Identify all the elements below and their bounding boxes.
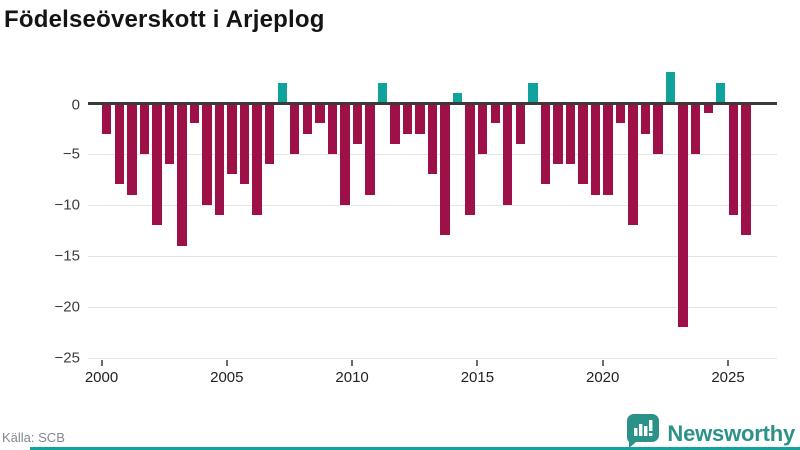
bar-2007H1[interactable] (277, 82, 287, 103)
bar-2013H2[interactable] (440, 103, 450, 236)
bar-2020H1[interactable] (603, 103, 613, 195)
bar-2017H2[interactable] (540, 103, 551, 185)
bar-2023H1[interactable] (678, 103, 688, 327)
bar-2002H2[interactable] (164, 103, 175, 165)
bar-2013H1[interactable] (427, 103, 438, 175)
bar-2016H2[interactable] (515, 103, 525, 144)
speech-bubble-shape (627, 414, 660, 448)
bar-2001H1[interactable] (127, 103, 137, 195)
bar-2005H1[interactable] (227, 103, 237, 175)
x-axis-tick-label: 2010 (335, 369, 369, 386)
x-axis-tick-label: 2000 (84, 369, 119, 386)
x-axis-tick-mark (100, 360, 103, 366)
bar-2015H1[interactable] (478, 103, 488, 154)
bar-2022H1[interactable] (653, 103, 663, 154)
x-axis-tick-mark (225, 360, 228, 366)
bar-2014H1[interactable] (452, 92, 463, 103)
bar-2014H2[interactable] (465, 103, 475, 215)
bar-2009H2[interactable] (340, 103, 350, 205)
bar-2021H2[interactable] (640, 103, 651, 134)
bar-2025H2[interactable] (741, 103, 751, 236)
bar-2015H2[interactable] (490, 103, 500, 124)
bar-2004H1[interactable] (202, 103, 212, 205)
x-axis-tick-mark (476, 360, 479, 366)
newsworthy-logo-text: Newsworthy (667, 420, 795, 446)
bar-2018H1[interactable] (553, 103, 563, 165)
zero-axis-line (88, 101, 777, 105)
gridline-y-15 (88, 255, 777, 257)
y-axis-tick-label: −25 (54, 349, 80, 367)
y-axis-tick-label: 0 (71, 96, 80, 113)
source-label: Källa: SCB (2, 430, 65, 445)
bar-2017H1[interactable] (528, 82, 538, 103)
bar-2024H2[interactable] (716, 82, 726, 103)
bar-2019H1[interactable] (578, 103, 588, 185)
bar-2005H2[interactable] (239, 103, 250, 185)
chart-title: Födelseöverskott i Arjeplog (4, 6, 325, 33)
y-axis-tick-label: −20 (54, 298, 80, 316)
bar-2023H2[interactable] (691, 103, 701, 154)
bar-2025H1[interactable] (728, 103, 738, 215)
bar-2020H2[interactable] (615, 103, 626, 124)
bar-2000H2[interactable] (114, 103, 125, 185)
bar-2011H2[interactable] (390, 103, 400, 144)
bar-2009H1[interactable] (327, 103, 338, 154)
bar-2021H1[interactable] (628, 103, 638, 226)
bar-2016H1[interactable] (503, 103, 513, 205)
bar-2001H2[interactable] (139, 103, 150, 154)
bar-2007H2[interactable] (290, 103, 300, 154)
x-axis-tick-mark (351, 360, 354, 366)
x-axis-tick-mark (727, 360, 729, 366)
bar-2010H2[interactable] (365, 103, 375, 195)
bar-2003H1[interactable] (177, 103, 187, 246)
x-axis-tick-label: 2025 (711, 369, 745, 386)
y-axis-tick-label: −15 (54, 247, 80, 265)
bar-2019H2[interactable] (590, 103, 601, 195)
y-axis-tick-label: −10 (54, 196, 80, 214)
gridline-y-10 (88, 204, 777, 206)
gridline-y-20 (88, 306, 777, 308)
newsworthy-logo[interactable]: Newsworthy (625, 413, 795, 450)
bar-2008H2[interactable] (315, 103, 325, 124)
bar-2000H1[interactable] (102, 103, 112, 134)
bar-2006H1[interactable] (252, 103, 262, 215)
x-axis-tick-mark (601, 360, 604, 366)
bar-2018H2[interactable] (565, 103, 576, 165)
bar-2022H2[interactable] (665, 72, 676, 103)
x-axis-tick-label: 2020 (586, 369, 620, 386)
y-axis-tick-label: −5 (62, 145, 80, 163)
bar-2004H2[interactable] (214, 103, 225, 215)
newsworthy-speech-bubble-bar-chart-icon (625, 413, 660, 450)
x-axis-tick-label: 2005 (210, 369, 244, 386)
bar-2002H1[interactable] (152, 103, 162, 226)
bar-2012H2[interactable] (415, 103, 425, 134)
bar-2024H1[interactable] (703, 103, 713, 114)
bar-2011H1[interactable] (377, 82, 388, 103)
bar-2012H1[interactable] (402, 103, 413, 134)
gridline-y-25 (88, 357, 777, 359)
bar-2003H2[interactable] (189, 103, 200, 124)
bar-2006H2[interactable] (264, 103, 275, 165)
brand-strip (30, 447, 800, 450)
bar-2010H1[interactable] (352, 103, 363, 144)
x-axis-tick-label: 2015 (460, 369, 495, 386)
bar-2008H1[interactable] (302, 103, 312, 134)
